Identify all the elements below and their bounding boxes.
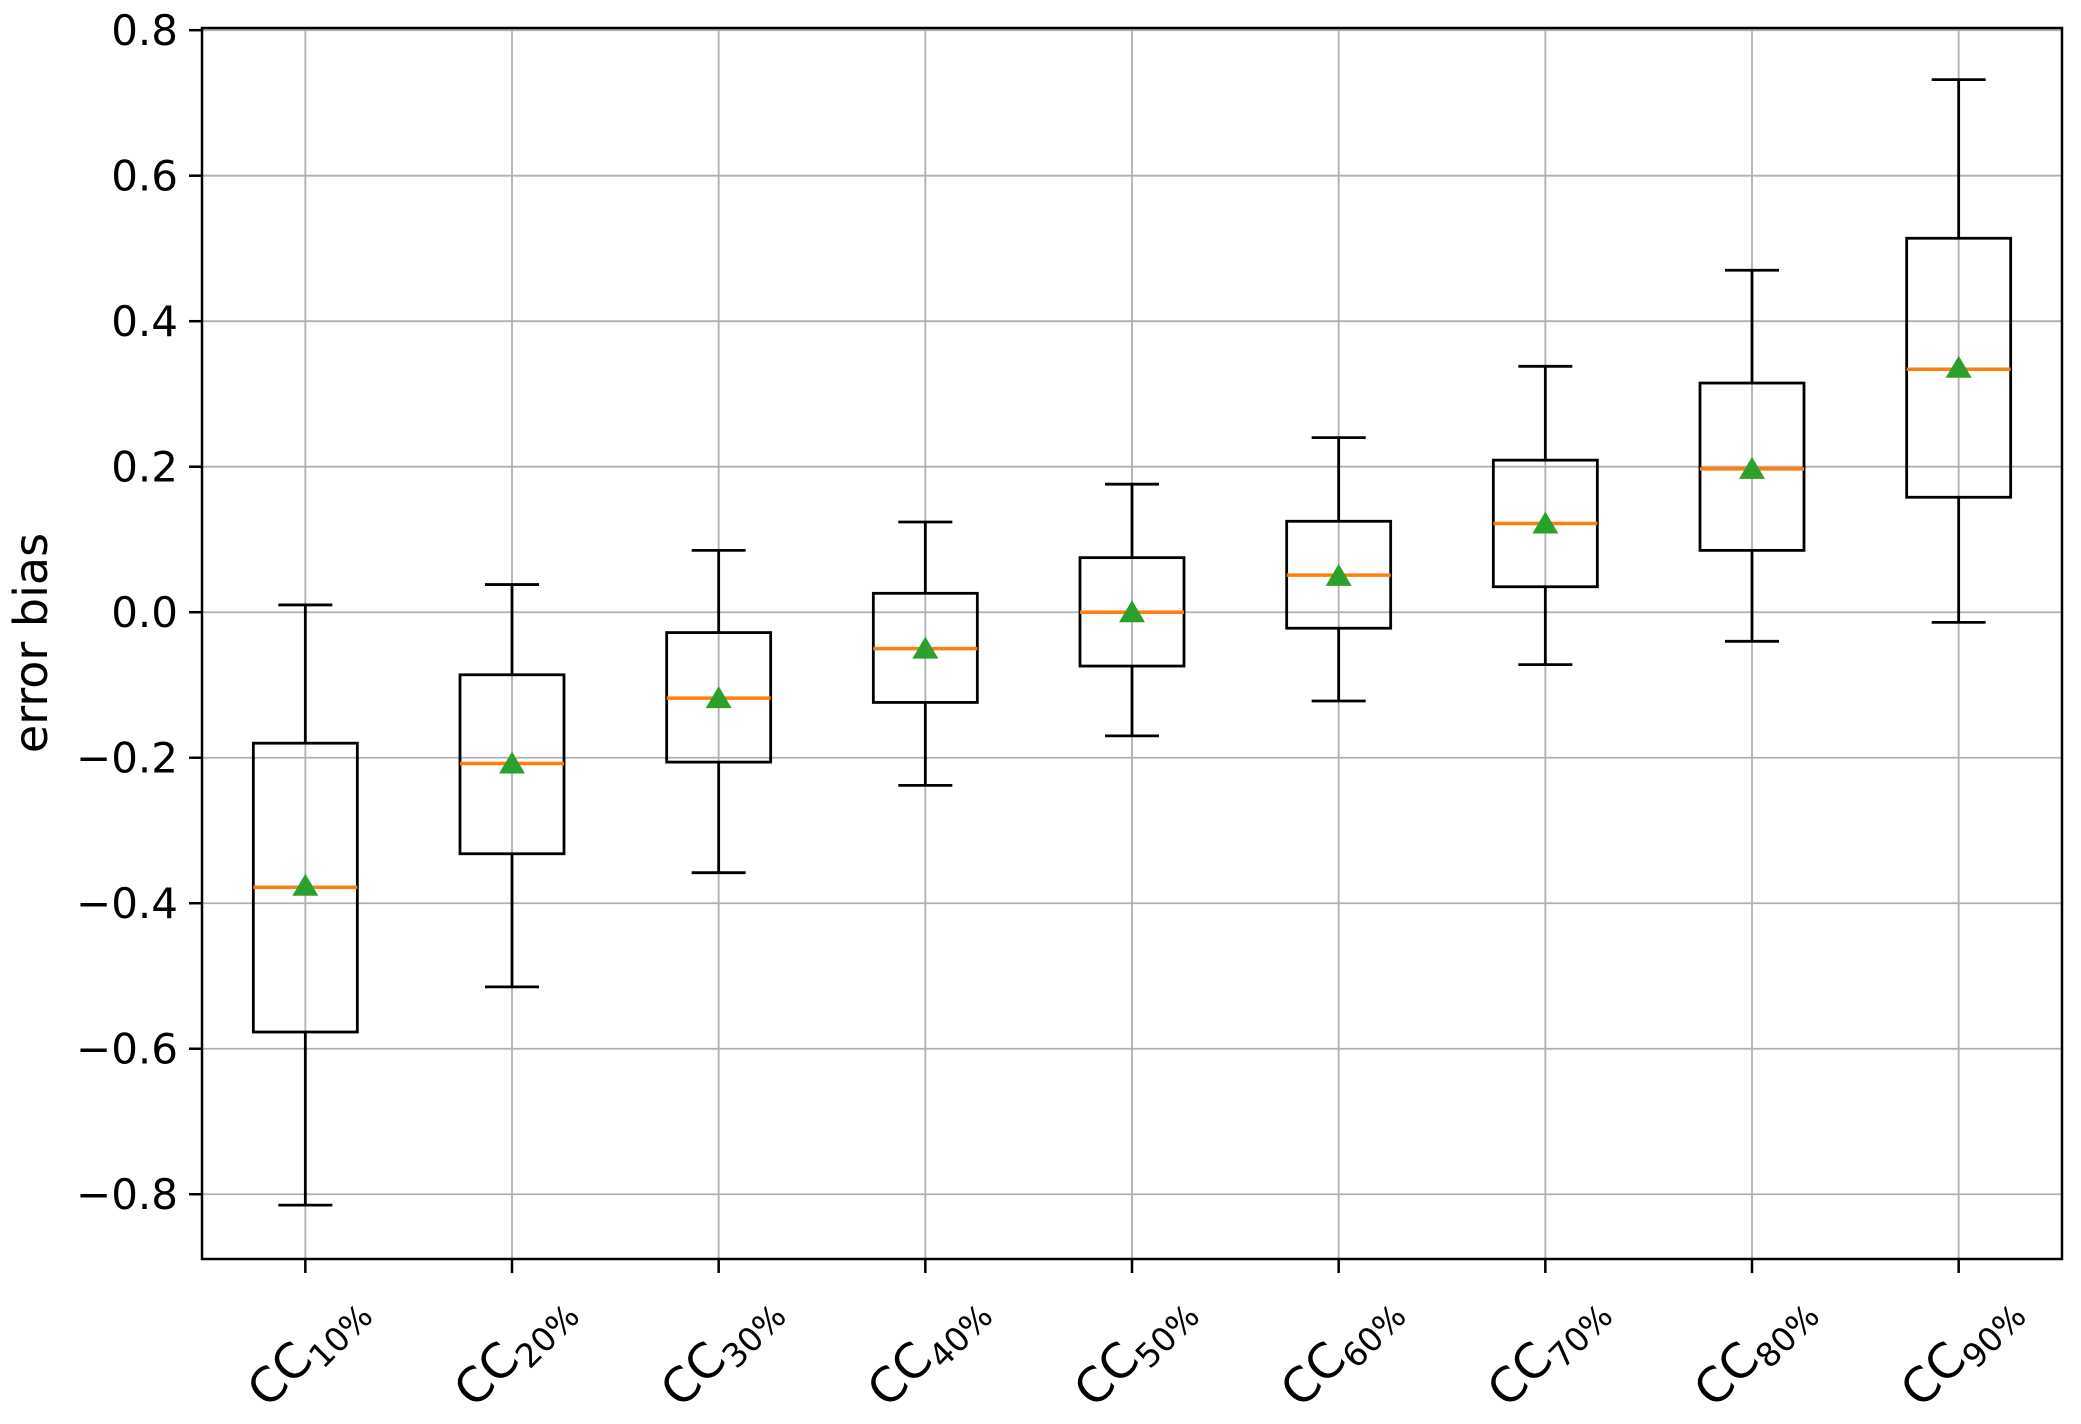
grid-layer: [202, 28, 2062, 1259]
x-tick-label: CC20%: [443, 1279, 587, 1423]
y-tick-label: −0.8: [76, 1170, 178, 1219]
box-group: [1905, 78, 2013, 624]
iqr-box: [1698, 381, 1806, 552]
box-group: [1698, 268, 1806, 643]
mean-marker: [1945, 355, 1972, 378]
box-group: [251, 603, 359, 1207]
x-tick-label: CC70%: [1477, 1279, 1621, 1423]
y-tick-label: 0.4: [111, 297, 178, 346]
box-group: [1078, 482, 1186, 738]
x-tick-label: CC40%: [857, 1279, 1001, 1423]
mean-marker: [499, 751, 525, 774]
box-layer: [251, 78, 2013, 1207]
x-tick-label: CC80%: [1683, 1279, 1827, 1423]
box-group: [1285, 436, 1393, 703]
mean-marker: [1739, 456, 1765, 479]
x-tick-label: CC90%: [1890, 1279, 2034, 1423]
box-group: [1491, 364, 1599, 666]
x-tick-label: CC30%: [650, 1279, 794, 1423]
box-group: [871, 520, 979, 787]
mean-marker: [705, 686, 732, 709]
mean-marker: [1325, 563, 1352, 586]
mean-marker: [1532, 511, 1559, 534]
box-group: [665, 548, 773, 875]
y-tick-label: −0.4: [76, 879, 178, 928]
mean-marker: [1119, 600, 1145, 623]
y-tick-label: −0.6: [76, 1024, 178, 1073]
y-tick-label: 0.2: [111, 442, 178, 491]
y-tick-label: 0.0: [111, 588, 178, 637]
x-tick-label: CC10%: [237, 1279, 381, 1423]
x-tick-label: CC60%: [1270, 1279, 1414, 1423]
mean-marker: [292, 873, 319, 896]
mean-marker: [912, 636, 939, 659]
label-layer: 0.8 0.6 0.4 0.2 0.0 −0.2 −0.4 −0.6 −0.8 CC10% CC20…: [76, 6, 2034, 1423]
box-group: [458, 583, 566, 989]
x-tick-label: CC50%: [1063, 1279, 1207, 1423]
y-tick-label: 0.6: [111, 151, 178, 200]
y-tick-label: −0.2: [76, 733, 178, 782]
tick-layer: [189, 28, 1960, 1273]
y-tick-label: 0.8: [111, 6, 178, 55]
y-axis-title: error bias: [4, 533, 58, 753]
